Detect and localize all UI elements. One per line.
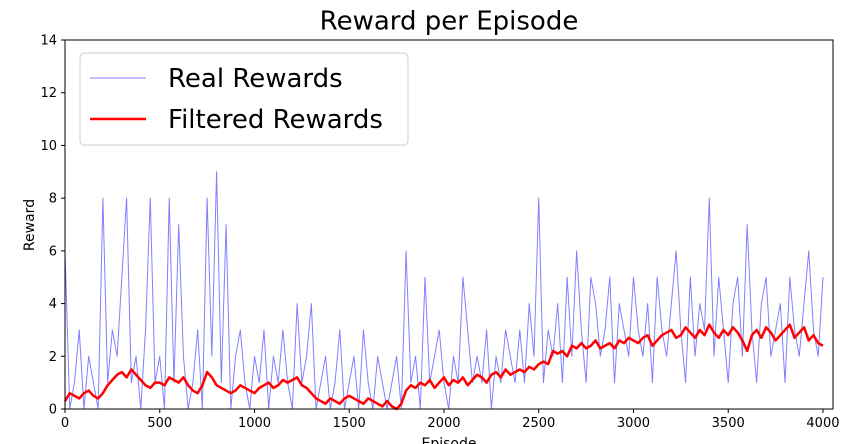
y-tick-label: 12 bbox=[40, 86, 57, 101]
y-tick-label: 10 bbox=[40, 139, 57, 154]
x-tick-label: 3000 bbox=[617, 416, 650, 431]
y-tick-label: 4 bbox=[49, 297, 57, 312]
y-tick-label: 14 bbox=[40, 34, 57, 49]
y-tick-label: 2 bbox=[49, 350, 57, 365]
x-tick-label: 2000 bbox=[427, 416, 460, 431]
x-axis-label: Episode bbox=[422, 436, 477, 444]
chart-title: Reward per Episode bbox=[320, 7, 579, 37]
x-tick-label: 4000 bbox=[806, 416, 839, 431]
x-tick-label: 1500 bbox=[333, 416, 366, 431]
x-tick-label: 1000 bbox=[238, 416, 271, 431]
legend-box bbox=[79, 52, 409, 146]
x-tick-label: 3500 bbox=[712, 416, 745, 431]
plot-frame bbox=[64, 39, 834, 410]
x-tick-label: 2500 bbox=[522, 416, 555, 431]
x-tick-label: 500 bbox=[147, 416, 172, 431]
data-line bbox=[64, 171, 824, 410]
x-tick-label: 0 bbox=[61, 416, 69, 431]
data-line bbox=[63, 323, 824, 411]
y-tick-label: 8 bbox=[49, 192, 57, 207]
legend-label: Real Rewards bbox=[168, 64, 343, 94]
legend-label: Filtered Rewards bbox=[168, 105, 383, 135]
y-axis-label: Reward bbox=[22, 199, 38, 251]
y-tick-label: 6 bbox=[49, 244, 57, 259]
y-tick-label: 0 bbox=[49, 403, 57, 418]
